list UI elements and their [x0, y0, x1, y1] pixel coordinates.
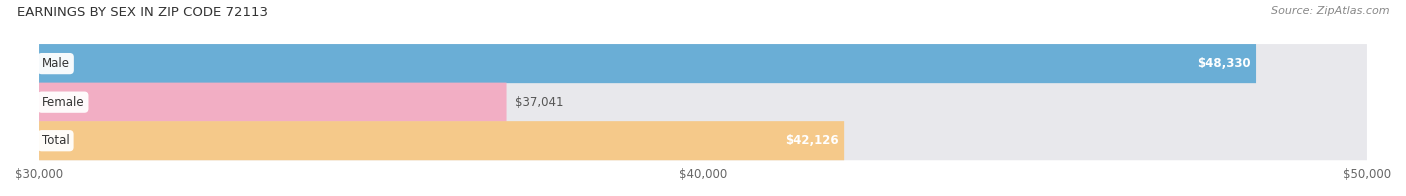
Text: Total: Total [42, 134, 69, 147]
FancyBboxPatch shape [39, 44, 1367, 83]
Text: Source: ZipAtlas.com: Source: ZipAtlas.com [1271, 6, 1389, 16]
FancyBboxPatch shape [39, 83, 506, 122]
Text: $48,330: $48,330 [1197, 57, 1251, 70]
FancyBboxPatch shape [39, 83, 1367, 122]
Text: Female: Female [42, 96, 84, 109]
FancyBboxPatch shape [39, 121, 844, 160]
FancyBboxPatch shape [39, 44, 1256, 83]
Text: $37,041: $37,041 [515, 96, 562, 109]
FancyBboxPatch shape [39, 121, 1367, 160]
Text: $42,126: $42,126 [785, 134, 839, 147]
Text: Male: Male [42, 57, 70, 70]
Text: EARNINGS BY SEX IN ZIP CODE 72113: EARNINGS BY SEX IN ZIP CODE 72113 [17, 6, 269, 19]
